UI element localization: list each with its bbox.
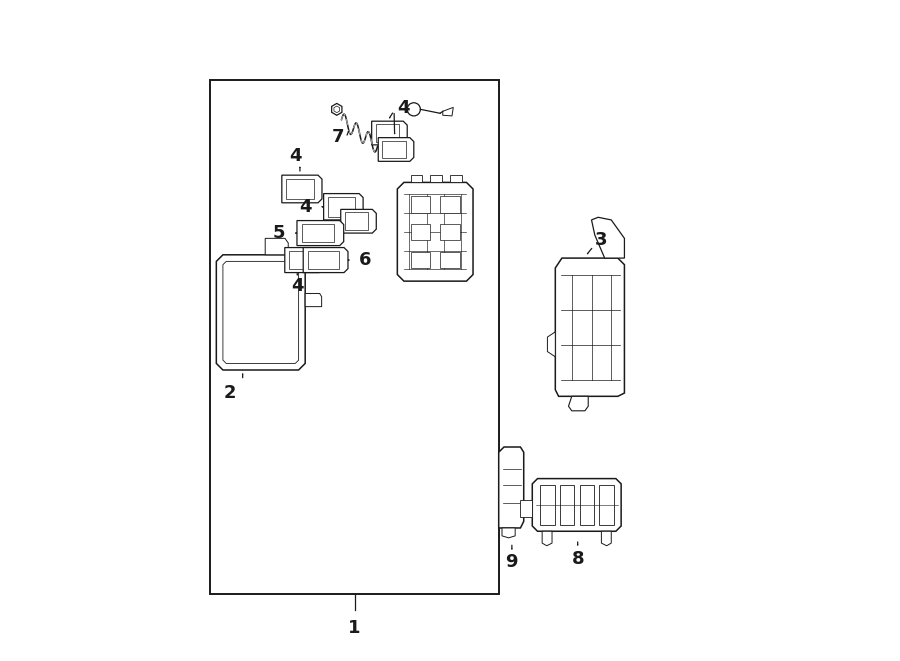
- Bar: [560, 485, 574, 525]
- Bar: [430, 175, 442, 182]
- Text: 4: 4: [300, 198, 311, 215]
- Text: 6: 6: [359, 251, 372, 269]
- Polygon shape: [499, 447, 524, 528]
- Text: 4: 4: [398, 99, 410, 117]
- Bar: [580, 485, 594, 525]
- Text: 3: 3: [595, 231, 608, 249]
- Polygon shape: [282, 175, 322, 203]
- Polygon shape: [542, 531, 552, 546]
- Bar: [440, 252, 460, 268]
- Polygon shape: [601, 531, 611, 546]
- Text: 7: 7: [332, 128, 345, 146]
- Polygon shape: [266, 239, 288, 254]
- Text: 1: 1: [348, 619, 361, 637]
- Polygon shape: [378, 137, 414, 161]
- Bar: [599, 485, 614, 525]
- Polygon shape: [297, 221, 344, 246]
- Polygon shape: [332, 103, 342, 115]
- Polygon shape: [555, 258, 625, 397]
- Polygon shape: [305, 293, 321, 307]
- Bar: [520, 500, 532, 517]
- Polygon shape: [216, 254, 305, 370]
- Bar: [440, 224, 460, 241]
- Polygon shape: [303, 248, 348, 272]
- Polygon shape: [547, 332, 555, 357]
- Bar: [450, 175, 462, 182]
- Polygon shape: [591, 217, 625, 258]
- Bar: [210, 81, 500, 594]
- Text: 4: 4: [291, 277, 303, 295]
- Polygon shape: [334, 106, 339, 112]
- Polygon shape: [284, 248, 323, 272]
- Bar: [410, 196, 430, 213]
- Polygon shape: [341, 210, 376, 233]
- Text: 9: 9: [506, 553, 518, 571]
- Bar: [540, 485, 554, 525]
- Polygon shape: [502, 528, 515, 538]
- Bar: [440, 196, 460, 213]
- Polygon shape: [569, 397, 589, 410]
- Polygon shape: [324, 194, 363, 220]
- Polygon shape: [372, 121, 407, 145]
- Bar: [410, 175, 422, 182]
- Text: 5: 5: [273, 224, 285, 242]
- Bar: [410, 252, 430, 268]
- Text: 2: 2: [223, 384, 236, 402]
- Polygon shape: [443, 107, 454, 116]
- Bar: [410, 224, 430, 241]
- Polygon shape: [532, 479, 621, 531]
- Text: 8: 8: [572, 550, 584, 568]
- Polygon shape: [397, 182, 473, 281]
- Text: 4: 4: [289, 147, 302, 165]
